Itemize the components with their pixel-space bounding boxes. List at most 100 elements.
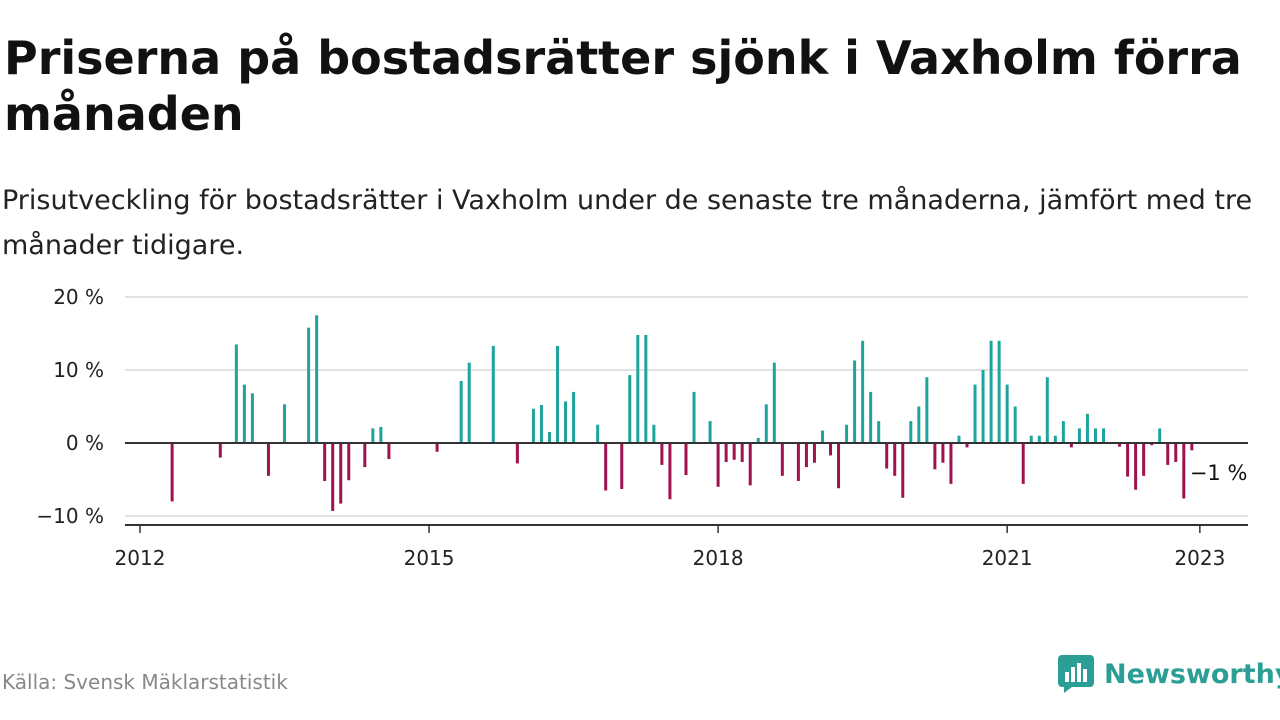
bar bbox=[1142, 443, 1146, 476]
bar bbox=[668, 443, 672, 500]
bar bbox=[796, 443, 800, 481]
bar bbox=[853, 360, 857, 443]
newsworthy-logo[interactable]: Newsworthy bbox=[1058, 655, 1280, 693]
bar bbox=[387, 443, 391, 460]
bar bbox=[323, 443, 327, 481]
bar bbox=[812, 443, 816, 463]
bar bbox=[933, 443, 937, 470]
bar bbox=[764, 404, 768, 443]
bar bbox=[242, 384, 246, 443]
bar bbox=[893, 443, 897, 476]
bar bbox=[1093, 428, 1097, 443]
bar bbox=[1190, 443, 1194, 451]
bar bbox=[1134, 443, 1138, 490]
bar bbox=[1102, 428, 1106, 443]
bar bbox=[989, 340, 993, 443]
bar bbox=[772, 362, 776, 443]
bar bbox=[660, 443, 664, 465]
last-value-label: −1 % bbox=[1190, 461, 1248, 485]
bar bbox=[820, 430, 824, 443]
y-tick-label: 0 % bbox=[66, 431, 104, 455]
bar bbox=[724, 443, 728, 462]
bar bbox=[218, 443, 222, 458]
bar bbox=[1013, 406, 1017, 443]
bar bbox=[572, 391, 576, 443]
bar bbox=[467, 362, 471, 443]
bar bbox=[539, 405, 543, 443]
labels: −10 % 0 % 10 % 20 % 2012 2015 2018 2021 2023 −1 % bbox=[36, 285, 1247, 570]
bar bbox=[684, 443, 688, 476]
source-note: Källa: Svensk Mäklarstatistik bbox=[2, 670, 288, 694]
bar bbox=[997, 340, 1001, 443]
bar bbox=[1037, 435, 1041, 443]
bar bbox=[652, 424, 656, 443]
bar bbox=[708, 421, 712, 443]
bar bbox=[732, 443, 736, 460]
bar-chart: −10 % 0 % 10 % 20 % 2012 2015 2018 2021 2023 −1 % bbox=[36, 285, 1248, 570]
bar bbox=[780, 443, 784, 476]
bar bbox=[1126, 443, 1130, 477]
grid-lines bbox=[125, 296, 1248, 517]
bar bbox=[877, 421, 881, 443]
bar bbox=[371, 428, 375, 443]
bar bbox=[973, 384, 977, 443]
bar bbox=[716, 443, 720, 487]
bar bbox=[829, 443, 833, 456]
bar bbox=[957, 435, 961, 443]
bar bbox=[531, 408, 535, 443]
bar bbox=[965, 443, 969, 448]
bar bbox=[925, 377, 929, 443]
bar bbox=[644, 334, 648, 443]
bar bbox=[564, 401, 568, 443]
bar bbox=[748, 443, 752, 486]
bar bbox=[307, 327, 311, 443]
bar bbox=[1118, 443, 1122, 447]
bar bbox=[949, 443, 953, 484]
x-tick-label: 2012 bbox=[115, 546, 166, 570]
chart-title: Priserna på bostadsrätter sjönk i Vaxhol… bbox=[4, 31, 1242, 141]
bar bbox=[547, 432, 551, 443]
bar bbox=[756, 437, 760, 443]
x-tick-label: 2015 bbox=[404, 546, 455, 570]
bar bbox=[1166, 443, 1170, 465]
bar bbox=[515, 443, 519, 464]
bar bbox=[845, 424, 849, 443]
bar bbox=[556, 345, 560, 443]
bar bbox=[283, 404, 287, 443]
bar bbox=[459, 380, 463, 443]
bar bbox=[620, 443, 624, 489]
x-tick-label: 2021 bbox=[982, 546, 1033, 570]
y-tick-label: 10 % bbox=[53, 358, 104, 382]
bar bbox=[1077, 428, 1081, 443]
bar bbox=[234, 344, 238, 443]
bar bbox=[941, 443, 945, 463]
bar bbox=[804, 443, 808, 468]
bar bbox=[885, 443, 889, 469]
x-tick-label: 2023 bbox=[1174, 546, 1225, 570]
bar bbox=[347, 443, 351, 481]
bar bbox=[628, 375, 632, 443]
bar bbox=[901, 443, 905, 498]
brand-name: Newsworthy bbox=[1104, 658, 1280, 690]
bar bbox=[1158, 428, 1162, 443]
bars bbox=[170, 315, 1194, 511]
bar-chart-logo-icon bbox=[1058, 655, 1094, 693]
bar bbox=[1174, 443, 1178, 462]
bar bbox=[837, 443, 841, 489]
bar bbox=[1061, 421, 1065, 443]
bar bbox=[1005, 384, 1009, 443]
bar bbox=[740, 443, 744, 462]
bar bbox=[491, 345, 495, 443]
bar bbox=[1021, 443, 1025, 484]
bar bbox=[636, 334, 640, 443]
bar bbox=[1182, 443, 1186, 499]
bar bbox=[692, 391, 696, 443]
bar bbox=[1085, 413, 1089, 443]
bar bbox=[250, 393, 254, 443]
x-tick-label: 2018 bbox=[693, 546, 744, 570]
bar bbox=[435, 443, 439, 452]
bar bbox=[1053, 435, 1057, 443]
bar bbox=[1150, 443, 1154, 446]
bar bbox=[315, 315, 319, 443]
bar bbox=[1069, 443, 1073, 448]
